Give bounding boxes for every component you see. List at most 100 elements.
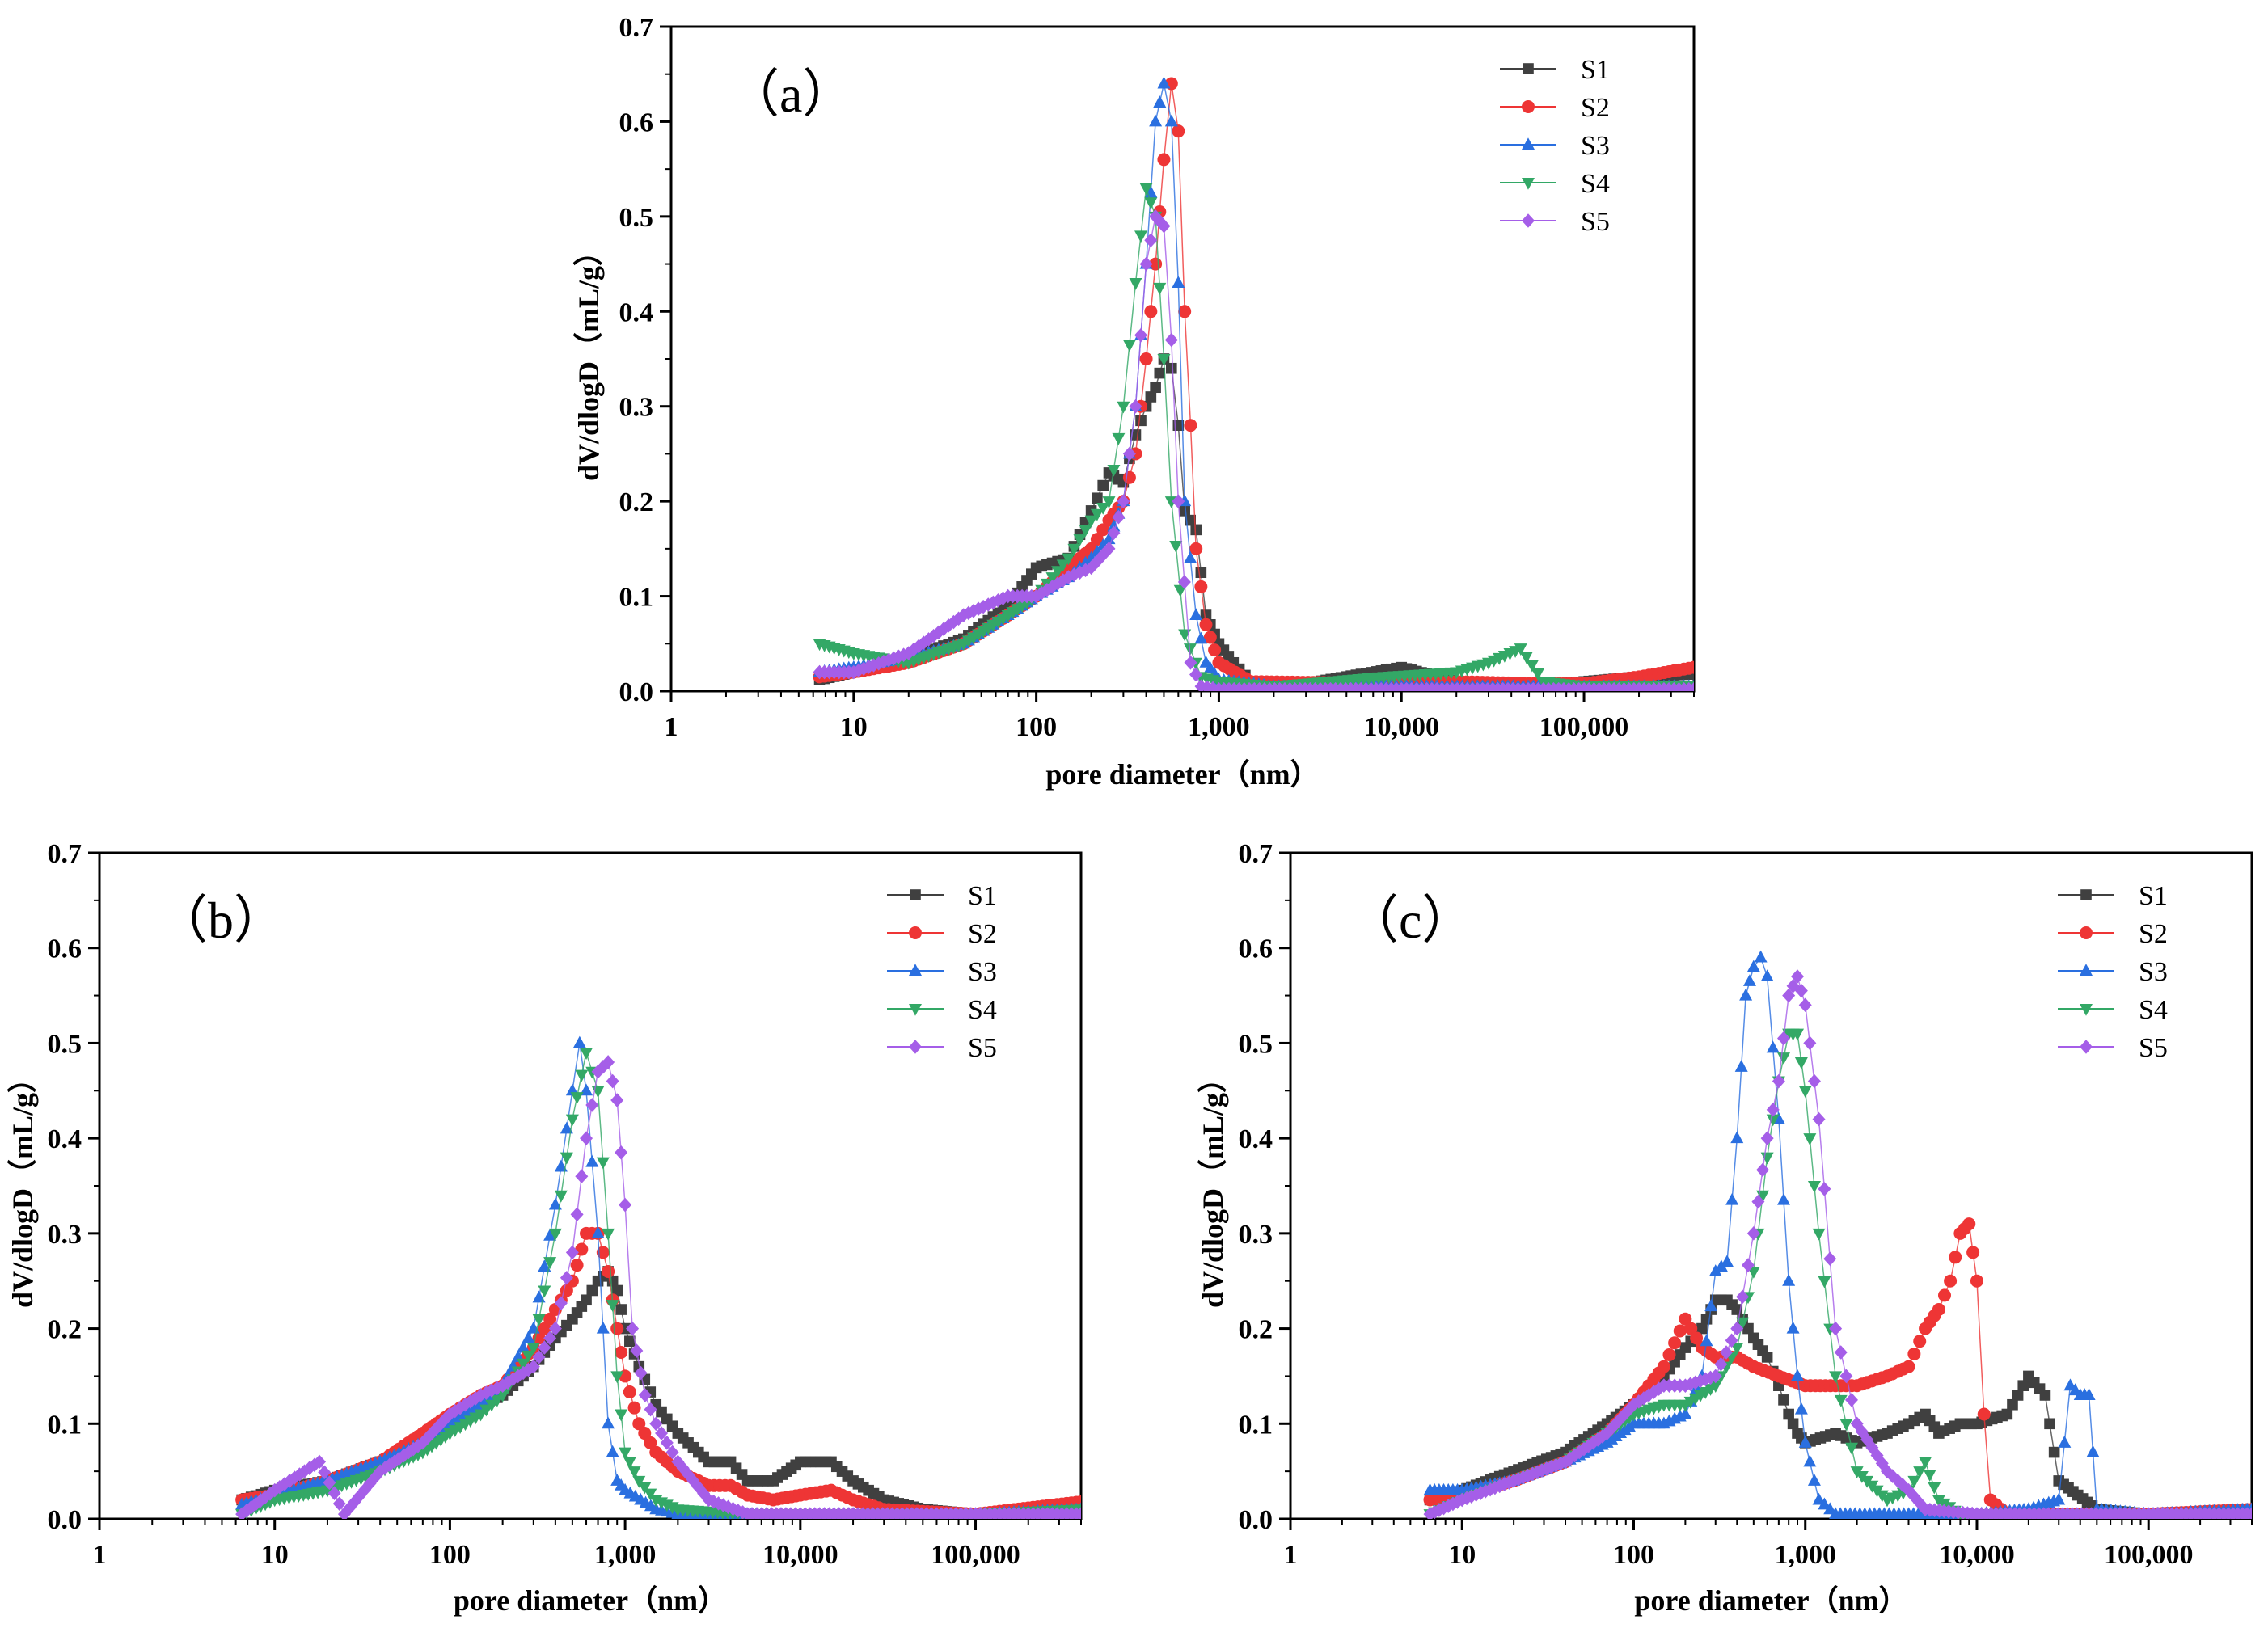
point-S1 (1778, 1394, 1789, 1406)
point-S3 (1184, 550, 1197, 563)
point-S2 (1139, 352, 1153, 365)
legend-label: S2 (1581, 93, 1610, 123)
point-S5 (961, 605, 975, 621)
point-S3 (1144, 185, 1158, 198)
legend-item-S4: S4 (1500, 169, 1610, 199)
series-S3 (813, 76, 1694, 691)
point-S4 (1798, 1086, 1812, 1099)
point-S5 (1766, 1103, 1780, 1117)
point-S4 (1051, 566, 1065, 579)
x-tick-label: 10,000 (762, 1540, 838, 1570)
point-S1 (586, 1284, 598, 1297)
point-S5 (1134, 327, 1148, 343)
series-S5 (235, 1055, 1081, 1519)
point-S2 (538, 1322, 551, 1335)
legend-item-S1: S1 (2058, 881, 2168, 911)
point-S4 (1129, 278, 1142, 290)
point-S5 (1189, 667, 1202, 682)
point-S5 (1807, 1073, 1821, 1089)
series-S4 (813, 183, 1694, 691)
legend-marker-S4 (909, 1004, 922, 1016)
x-tick-label: 100 (429, 1540, 471, 1570)
legend-item-S1: S1 (1500, 55, 1610, 85)
point-S5 (585, 1098, 599, 1112)
point-S2 (644, 1436, 657, 1449)
legend-item-S1: S1 (887, 881, 997, 911)
point-S5 (626, 1321, 640, 1336)
point-S4 (1766, 1114, 1780, 1127)
point-S2 (1944, 1274, 1958, 1288)
point-S5 (957, 608, 970, 622)
point-S5 (1798, 997, 1812, 1013)
point-S5 (952, 611, 965, 626)
point-S3 (1777, 1192, 1791, 1205)
point-S5 (1117, 494, 1130, 508)
point-S5 (1839, 1369, 1853, 1384)
point-S5 (1741, 1258, 1755, 1272)
point-S3 (2086, 1445, 2100, 1457)
point-S4 (1807, 1181, 1821, 1193)
point-S1 (2017, 1380, 2029, 1391)
legend-label: S2 (968, 919, 997, 949)
point-S1 (2012, 1390, 2024, 1401)
y-tick-label: 0.5 (48, 1029, 82, 1059)
point-S5 (337, 1507, 351, 1519)
point-S4 (602, 1228, 615, 1241)
y-tick-label: 0.6 (619, 108, 654, 137)
series-line-S4 (819, 188, 1694, 687)
point-S4 (1073, 534, 1087, 546)
series-S2 (1423, 1217, 2252, 1519)
point-S5 (1812, 1111, 1826, 1127)
series-S1 (813, 353, 1694, 691)
point-S5 (892, 649, 906, 664)
legend-marker-S4 (2080, 1004, 2093, 1016)
point-S5 (1172, 494, 1185, 508)
point-S3 (1746, 960, 1760, 972)
point-S4 (1812, 1228, 1826, 1241)
point-S5 (1687, 681, 1694, 691)
panel-label: （c） (1347, 892, 1473, 949)
chart-panel-b: 1 10 100 1,000 10,000 100,000 0.0 0.1 0.2 0.3 0.4 0… (6, 839, 1083, 1617)
point-S3 (572, 1035, 586, 1048)
series-S4 (1423, 1028, 2252, 1519)
point-S2 (1902, 1360, 1915, 1373)
series-S5 (1423, 969, 2252, 1519)
point-S5 (1056, 573, 1070, 588)
point-S1 (1185, 514, 1197, 526)
point-S2 (1687, 660, 1694, 674)
point-S5 (580, 1131, 593, 1145)
point-S4 (1791, 1028, 1805, 1041)
point-S3 (1739, 988, 1753, 1001)
panel-label: （a） (728, 65, 854, 123)
point-S3 (1782, 1273, 1796, 1286)
point-S4 (1157, 354, 1171, 366)
point-S5 (1090, 554, 1104, 569)
point-S4 (1932, 1495, 1945, 1508)
point-S4 (1139, 183, 1153, 196)
point-S5 (660, 1436, 674, 1450)
point-S4 (565, 1114, 579, 1127)
point-S1 (2007, 1398, 2018, 1411)
x-tick-label: 1 (1284, 1540, 1298, 1570)
point-S3 (596, 1321, 610, 1334)
point-S4 (1084, 515, 1098, 528)
point-S4 (623, 1457, 636, 1470)
point-S4 (1067, 543, 1081, 556)
legend-item-S3: S3 (1500, 131, 1610, 161)
legend-item-S5: S5 (887, 1033, 997, 1063)
legend-item-S4: S4 (887, 995, 997, 1025)
point-S3 (1791, 1369, 1805, 1381)
point-S2 (1932, 1303, 1945, 1317)
point-S3 (2058, 1436, 2072, 1448)
legend-marker-S1 (910, 889, 921, 900)
y-tick-label: 0.7 (48, 839, 82, 869)
legend-item-S3: S3 (2058, 957, 2168, 987)
series-line-S5 (241, 1061, 1081, 1516)
point-S4 (1107, 465, 1121, 477)
point-S2 (1962, 1217, 1976, 1231)
point-S5 (1829, 1321, 1843, 1336)
point-S4 (632, 1475, 646, 1488)
legend-marker-S2 (909, 926, 922, 939)
x-tick-label: 10,000 (1363, 712, 1439, 742)
point-S5 (1029, 588, 1043, 604)
